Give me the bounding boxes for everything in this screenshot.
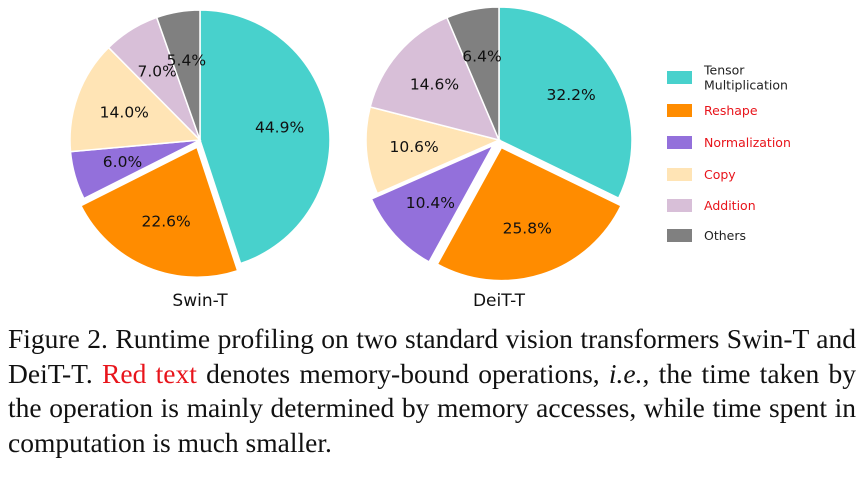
pie-label-addition: 14.6% [410,76,459,94]
legend-label-tensor-multiplication: Tensor [703,63,745,78]
pie-slice-reshape [79,146,239,278]
legend-label-reshape: Reshape [704,103,758,118]
legend-label-others: Others [704,228,746,243]
pie-label-reshape: 25.8% [503,220,552,238]
pie-label-tensor-multiplication: 32.2% [547,86,596,104]
pie-slice-others [445,6,500,141]
caption-italic: i.e. [608,357,643,389]
pie-label-tensor-multiplication: 44.9% [255,118,304,136]
pie-slice-tensor-multiplication [498,6,633,200]
caption-suffix: , the time taken by the operation is mai… [8,357,857,458]
pie-slice-copy [69,46,202,153]
pie-title: DeiT-T [473,291,526,311]
caption-red-text: Red text [102,357,197,389]
caption-prefix: Figure 2. Runtime profiling on two stand… [8,323,856,389]
pie-label-normalization: 6.0% [103,153,142,171]
pie-label-addition: 7.0% [138,63,177,81]
pie-swin-t: 44.9% 22.6% 6.0% 14.0% 7.0%5.4% Swin-T [69,9,331,311]
pie-slice-tensor-multiplication [199,9,331,265]
pie-slice-addition [369,16,501,142]
legend-swatch-addition [667,199,692,212]
legend-label-copy: Copy [704,167,736,182]
pie-slice-copy [365,106,502,195]
pie-slice-others [155,9,201,141]
legend-swatch-others [667,229,692,242]
legend-label-normalization: Normalization [704,135,791,150]
pie-label-others: 6.4% [462,48,501,66]
pie-slice-reshape [436,146,623,282]
legend-label-tensor-multiplication: Multiplication [704,78,788,93]
caption-middle: denotes memory-bound operations, [196,357,609,389]
legend-swatch-reshape [667,104,692,117]
legend-swatch-copy [667,168,692,181]
legend-label-addition: Addition [704,198,756,213]
pie-title: Swin-T [172,291,228,311]
pie-label-copy: 14.0% [100,103,149,121]
pie-label-reshape: 22.6% [142,213,191,231]
pie-label-copy: 10.6% [390,138,439,156]
pie-deit-t: 32.2% 25.8% 10.4% 10.6% 14.6%6.4% DeiT-T [365,6,633,311]
pie-slice-normalization [370,143,495,263]
figure-caption: Figure 2. Runtime profiling on two stand… [8,322,856,460]
legend-swatch-normalization [667,136,692,149]
pie-label-normalization: 10.4% [406,194,455,212]
pie-label-others: 5.4% [167,52,206,70]
pie-charts: 44.9% 22.6% 6.0% 14.0% 7.0%5.4% Swin-T 32.2% 25… [69,6,791,311]
legend-swatch-tensor-multiplication [667,71,692,84]
